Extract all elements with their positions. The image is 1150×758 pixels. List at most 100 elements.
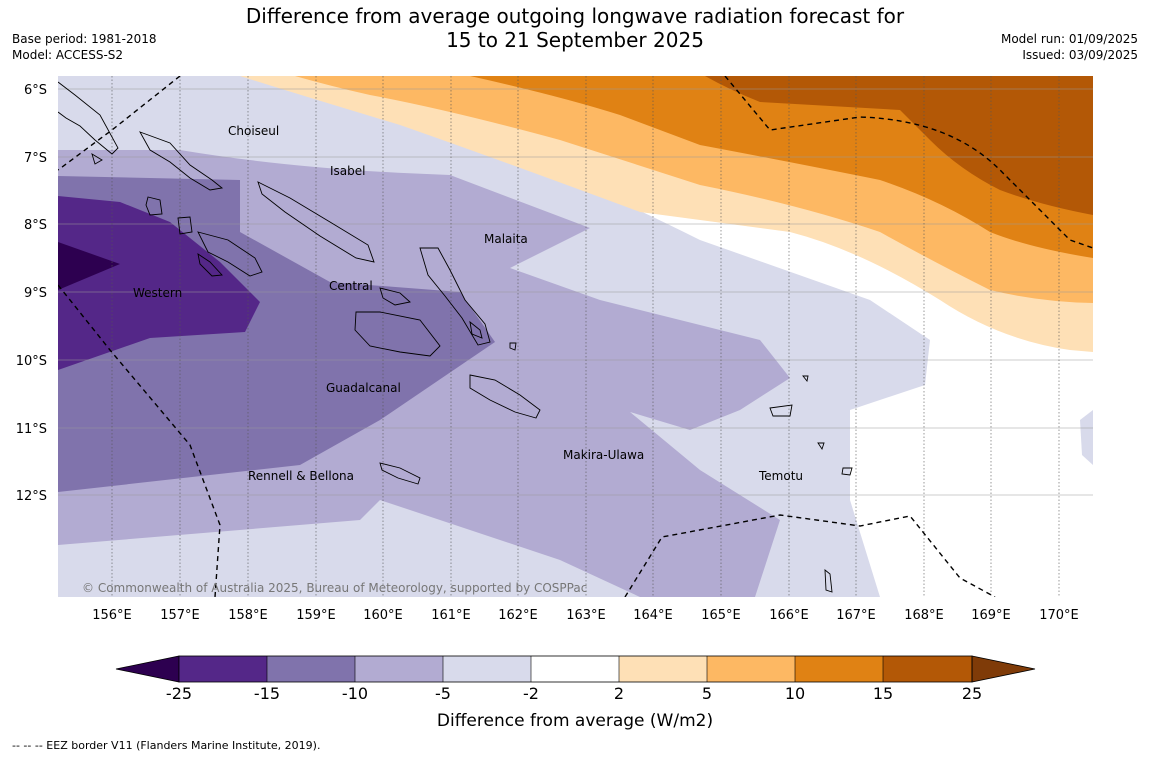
vanikoro-island	[817, 442, 825, 451]
contour-minus25	[58, 242, 120, 290]
colorbar-tick: 2	[614, 684, 624, 703]
colorbar-segment	[179, 656, 267, 682]
lon-label: 163°E	[566, 608, 606, 623]
title-line-2: 15 to 21 September 2025	[446, 28, 704, 52]
island-outlines	[58, 81, 853, 593]
colorbar-extend-low	[115, 655, 180, 683]
new-georgia-island	[197, 231, 263, 277]
gridlines	[58, 76, 1093, 597]
place-labels: Choiseul Isabel Malaita Western Central …	[82, 124, 803, 595]
lon-label: 157°E	[160, 608, 200, 623]
copyright-notice: © Commonwealth of Australia 2025, Bureau…	[82, 581, 587, 595]
colorbar-segment	[355, 656, 443, 682]
lon-label: 170°E	[1039, 608, 1079, 623]
kolombangara-island	[177, 216, 193, 235]
colorbar-tick: -10	[342, 684, 368, 703]
colorbar: -25 -15 -10 -5 -2 2 5 10 15 25 Differenc…	[115, 655, 1036, 731]
lon-label: 160°E	[363, 608, 403, 623]
axis-labels: 6°S 7°S 8°S 9°S 10°S 11°S 12°S 156°E 157…	[16, 83, 1079, 623]
lon-label: 156°E	[92, 608, 132, 623]
colorbar-extend-high	[971, 655, 1036, 683]
model-name: Model: ACCESS-S2	[12, 48, 124, 62]
issued-date: Issued: 03/09/2025	[1022, 48, 1138, 62]
base-period: Base period: 1981-2018	[12, 32, 157, 46]
lon-label: 164°E	[633, 608, 673, 623]
small-island	[91, 153, 103, 165]
label-isabel: Isabel	[330, 164, 365, 178]
lon-label: 158°E	[228, 608, 268, 623]
vella-lavella-island	[145, 196, 163, 216]
lat-label: 12°S	[16, 489, 47, 504]
colorbar-tick: -5	[435, 684, 451, 703]
contour-plus15	[705, 76, 1093, 215]
title-line-1: Difference from average outgoing longwav…	[245, 4, 905, 28]
lon-label: 165°E	[701, 608, 741, 623]
meta-right: Model run: 01/09/2025 Issued: 03/09/2025	[1001, 31, 1138, 63]
duff-islands	[802, 375, 809, 383]
colorbar-segment	[883, 656, 972, 682]
lat-label: 6°S	[24, 83, 47, 98]
lon-label: 159°E	[296, 608, 336, 623]
florida-islands	[379, 287, 411, 306]
malaita-island	[419, 247, 491, 346]
lat-label: 9°S	[24, 286, 47, 301]
colorbar-label: Difference from average (W/m2)	[437, 711, 713, 731]
label-makira: Makira-Ulawa	[563, 448, 644, 462]
colorbar-tick: -15	[254, 684, 280, 703]
lon-label: 168°E	[904, 608, 944, 623]
vanuatu-island	[824, 569, 833, 593]
colorbar-frame	[178, 655, 973, 683]
bougainville-island	[58, 81, 119, 155]
contour-minus15	[58, 196, 260, 370]
colorbar-tick: 5	[702, 684, 712, 703]
colorbar-segment	[795, 656, 883, 682]
lon-gridlines	[111, 76, 1060, 597]
colorbar-tick: 25	[962, 684, 982, 703]
choiseul-island	[139, 131, 224, 191]
contour-minus2-east	[1080, 410, 1093, 465]
tikopia-island	[841, 467, 853, 476]
makira-island	[469, 374, 541, 419]
label-guadalcanal: Guadalcanal	[326, 381, 401, 395]
colorbar-dividers	[266, 656, 884, 682]
colorbar-tick-labels: -25 -15 -10 -5 -2 2 5 10 15 25	[166, 684, 982, 703]
anomaly-field	[58, 76, 1093, 597]
label-choiseul: Choiseul	[228, 124, 279, 138]
colorbar-segment	[443, 656, 531, 682]
rennell-island	[379, 462, 421, 485]
map-title: Difference from average outgoing longwav…	[0, 4, 1150, 52]
meta-left: Base period: 1981-2018 Model: ACCESS-S2	[12, 31, 157, 63]
lat-label: 8°S	[24, 218, 47, 233]
colorbar-tick: 15	[873, 684, 893, 703]
lat-label: 11°S	[16, 422, 47, 437]
eez-footnote: -- -- -- EEZ border V11 (Flanders Marine…	[12, 739, 321, 752]
lon-label: 162°E	[498, 608, 538, 623]
colorbar-segment	[707, 656, 795, 682]
label-central: Central	[329, 279, 373, 293]
label-malaita: Malaita	[484, 232, 528, 246]
label-western: Western	[133, 286, 182, 300]
colorbar-tick: -25	[166, 684, 192, 703]
colorbar-segment	[531, 656, 619, 682]
colorbar-tick: -2	[523, 684, 539, 703]
guadalcanal-island	[354, 311, 441, 357]
latitude-labels: 6°S 7°S 8°S 9°S 10°S 11°S 12°S	[16, 83, 47, 504]
lon-label: 161°E	[431, 608, 471, 623]
label-rennell: Rennell & Bellona	[248, 469, 354, 483]
santa-isabel-island	[257, 181, 375, 263]
rendova-island	[197, 253, 223, 277]
lon-label: 167°E	[836, 608, 876, 623]
colorbar-segment	[267, 656, 355, 682]
colorbar-tick: 10	[785, 684, 805, 703]
santa-cruz-island	[769, 404, 793, 417]
eez-border	[58, 76, 1093, 597]
label-temotu: Temotu	[758, 469, 803, 483]
longitude-labels: 156°E 157°E 158°E 159°E 160°E 161°E 162°…	[92, 608, 1079, 623]
colorbar-segment	[619, 656, 707, 682]
lat-label: 7°S	[24, 151, 47, 166]
ulawa-island	[509, 342, 517, 351]
model-run: Model run: 01/09/2025	[1000, 32, 1138, 46]
small-malaita-island	[469, 320, 483, 339]
lat-label: 10°S	[16, 354, 47, 369]
